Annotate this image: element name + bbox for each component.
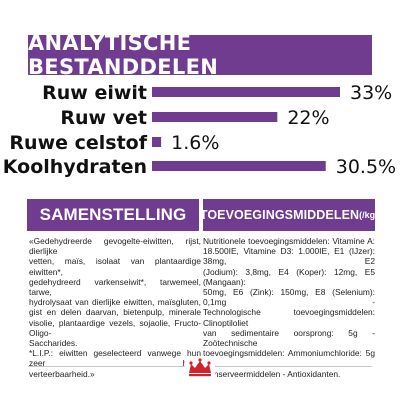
composition-line: vetten, maïs, isolaat van plantaardige e… [29,256,201,277]
value-label: 33% [350,82,392,104]
additives-header: TOEVOEGINGSMIDDELEN (/kg) [199,199,379,231]
composition-text: «Gedehydreerde gevogelte-eiwitten, rijst… [29,236,201,379]
additives-line: Technologische toevoegingsmiddelen: Clin… [203,307,375,328]
header-banner: ANALYTISCHE BESTANDDELEN [28,31,372,79]
additives-title: TOEVOEGINGSMIDDELEN [199,208,360,222]
composition-line: hydrolysaat van dierlijke eiwitten, maïs… [29,297,201,308]
additives-text: Nutritionele toevoegingsmiddelen: Vitami… [203,236,375,379]
composition-header: SAMENSTELLING [27,199,199,231]
additives-line: 18.500IE, Vitamine D3: 1.000IE, E1 (IJze… [203,246,375,267]
bar [152,137,162,147]
value-label: 30.5% [336,156,396,178]
bar [152,87,340,97]
category-label: Koolhydraten [3,156,147,178]
value-label: 22% [287,107,329,129]
composition-line: *L.I.P.: eiwitten geselecteerd vanwege h… [29,348,201,369]
additives-unit: (/kg) [359,210,379,220]
additives-line: 50mg, E6 (Zink): 150mg, E8 (Selenium): 0… [203,287,375,308]
crown-icon [185,358,215,378]
additives-line: Nutritionele toevoegingsmiddelen: Vitami… [203,236,375,246]
category-label: Ruwe celstof [9,132,147,154]
category-label: Ruw vet [60,107,147,129]
composition-line: «Gedehydreerde gevogelte-eiwitten, rijst… [29,236,201,257]
additives-line: van sedimentaire oorsprong: 5g - Zoötech… [203,327,375,349]
bar [152,112,278,122]
composition-line: visolie, plantaardige vezels, sojaolie, … [29,317,201,338]
bar [152,161,326,171]
value-label: 1.6% [171,132,219,154]
composition-line: gedehydreerd varkenseiwit*, tarwemeel, t… [29,276,201,298]
additives-line: (Jodium): 3,8mg, E4 (Koper): 12mg, E5 (M… [203,266,375,287]
composition-line: gist en delen daarvan, bietenpulp, miner… [29,307,201,318]
composition-line: verteerbaarheid.» [29,368,95,379]
page-title: ANALYTISCHE BESTANDDELEN [28,31,219,79]
additives-line: Conserveermiddelen - Antioxidanten. [203,368,341,379]
composition-line: Saccharides. [29,338,78,349]
composition-title: SAMENSTELLING [39,205,187,224]
category-label: Ruw eiwit [42,82,147,104]
